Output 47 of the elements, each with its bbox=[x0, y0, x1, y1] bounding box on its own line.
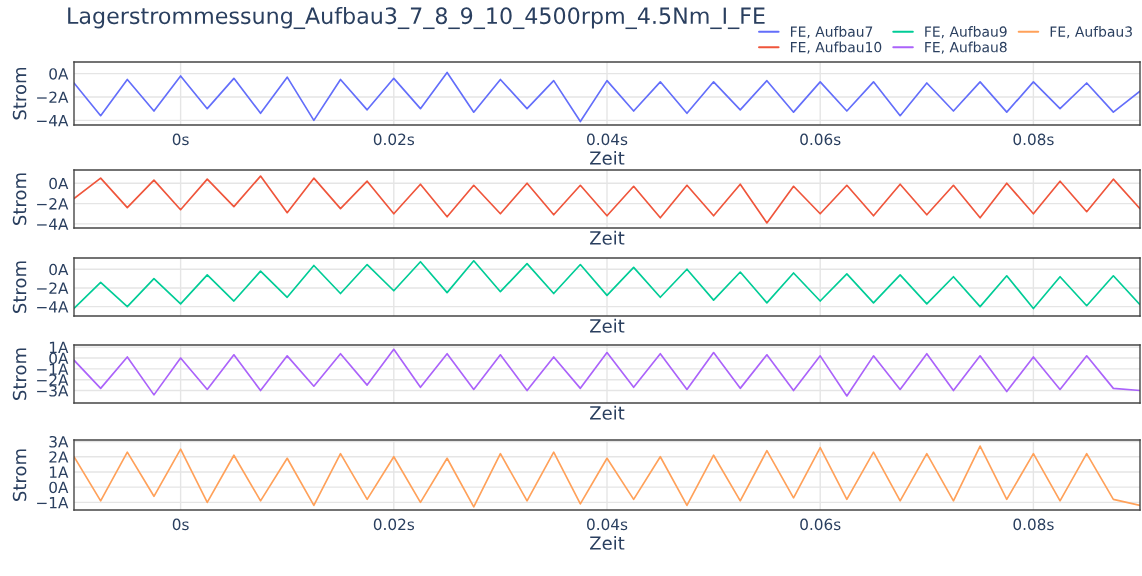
y-tick-label: 2A bbox=[49, 451, 69, 463]
legend-label: FE, Aufbau3 bbox=[1050, 26, 1132, 39]
x-tick-label: 0.02s bbox=[373, 133, 415, 146]
legend-label: FE, Aufbau10 bbox=[790, 41, 882, 54]
y-tick-label: 1A bbox=[49, 466, 69, 478]
x-tick-label: 0.04s bbox=[587, 133, 628, 146]
y-axis-title: Strom bbox=[12, 261, 27, 313]
y-axis-title: Strom bbox=[12, 449, 27, 501]
y-tick-label: −4A bbox=[37, 115, 69, 127]
x-tick-label: 0.06s bbox=[800, 133, 841, 146]
x-tick-label: 0s bbox=[172, 133, 189, 146]
legend-label: FE, Aufbau9 bbox=[925, 26, 1007, 39]
y-tick-label: −2A bbox=[37, 198, 69, 210]
line-series bbox=[74, 348, 1140, 397]
legend-label: FE, Aufbau7 bbox=[790, 26, 873, 39]
y-tick-label: 0A bbox=[49, 352, 69, 365]
x-axis-title: Zeit bbox=[590, 535, 625, 550]
line-series bbox=[74, 175, 1140, 224]
y-tick-label: −2A bbox=[37, 374, 69, 386]
y-tick-label: 0A bbox=[49, 177, 69, 190]
y-tick-label: −4A bbox=[37, 218, 69, 230]
y-tick-label: 1A bbox=[49, 341, 69, 353]
y-axis-title: Strom bbox=[12, 67, 27, 120]
x-axis-title: Zeit bbox=[590, 150, 625, 165]
legend-label: FE, Aufbau8 bbox=[925, 41, 1007, 54]
y-tick-label: 0A bbox=[49, 263, 69, 276]
y-tick-label: −3A bbox=[37, 385, 69, 397]
y-tick-label: −2A bbox=[37, 91, 69, 103]
x-tick-label: 0.04s bbox=[587, 518, 628, 531]
y-tick-label: −4A bbox=[37, 301, 69, 313]
x-tick-label: 0s bbox=[172, 518, 189, 531]
x-axis-title: Zeit bbox=[590, 405, 625, 420]
x-tick-label: 0.08s bbox=[1013, 133, 1054, 146]
chart-title: Lagerstrommessung_Aufbau3_7_8_9_10_4500rpm_4.5Nm_I_FE bbox=[68, 6, 765, 30]
x-tick-label: 0.02s bbox=[373, 518, 415, 531]
y-tick-label: −1A bbox=[37, 363, 69, 375]
x-tick-label: 0.06s bbox=[800, 518, 841, 531]
y-tick-label: 3A bbox=[49, 435, 69, 448]
y-axis-title: Strom bbox=[12, 348, 27, 400]
y-tick-label: 0A bbox=[49, 481, 69, 494]
x-tick-label: 0.08s bbox=[1013, 518, 1054, 531]
x-axis-title: Zeit bbox=[590, 230, 625, 245]
y-tick-label: −1A bbox=[37, 497, 69, 509]
y-axis-title: Strom bbox=[12, 173, 27, 225]
x-axis-title: Zeit bbox=[590, 318, 625, 333]
y-tick-label: −2A bbox=[37, 282, 69, 294]
y-tick-label: 0A bbox=[49, 68, 69, 80]
